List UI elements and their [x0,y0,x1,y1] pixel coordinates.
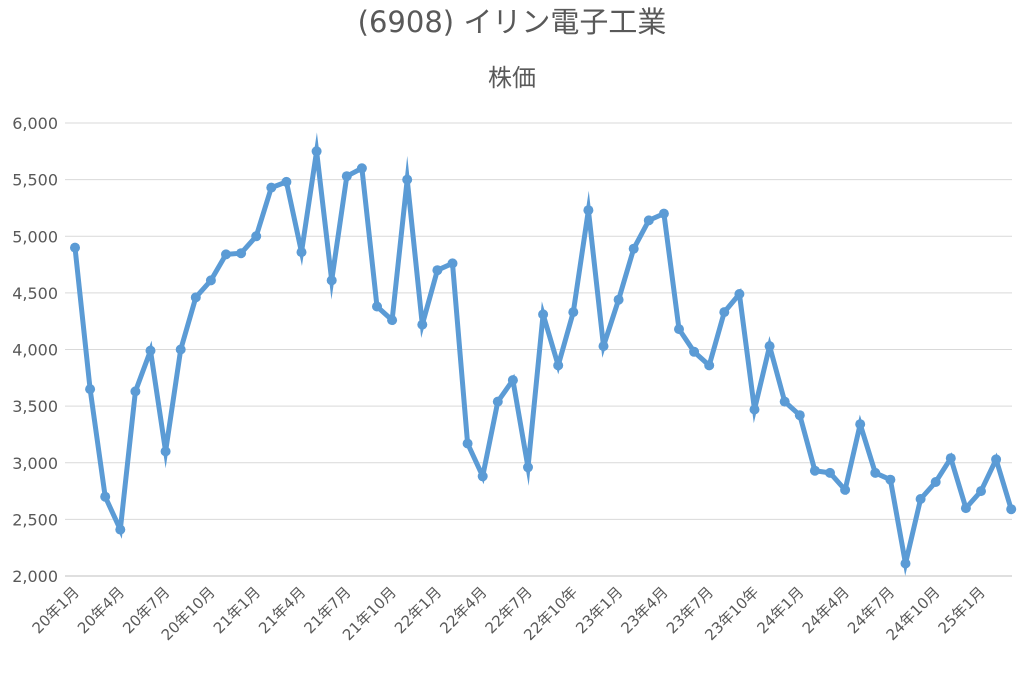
data-point [976,486,986,497]
data-point [281,176,292,187]
y-tick-label: 5,000 [12,227,58,246]
y-tick-label: 2,000 [12,567,58,586]
x-axis-tick-labels: 20年1月20年4月20年7月20年10月21年1月21年4月21年7月21年1… [29,583,989,644]
price-line [72,132,1014,576]
data-point [221,249,231,260]
data-point [779,396,790,407]
x-tick-label: 23年1月 [572,583,626,637]
chart-subtitle: 株価 [488,64,536,92]
data-point [583,205,594,216]
data-point [568,307,579,318]
x-tick-label: 25年1月 [935,583,989,637]
gridlines [65,122,1012,520]
data-point [915,494,926,504]
data-point [643,215,654,226]
data-point [598,341,609,352]
data-point [462,438,473,449]
data-point [372,301,382,312]
data-point [251,231,262,242]
y-tick-label: 4,500 [12,284,58,303]
data-point [930,477,941,487]
data-point [825,467,835,478]
data-point [447,258,458,269]
data-point [870,467,881,478]
data-point [523,462,533,473]
x-tick-label: 23年4月 [618,583,672,637]
data-point [764,341,775,352]
data-point [658,208,669,219]
data-point [296,247,307,258]
data-point [1006,504,1017,515]
x-tick-label: 24年4月 [799,583,853,637]
chart-title: (6908) イリン電子工業 [358,5,667,39]
data-point [100,491,111,502]
y-tick-label: 5,500 [12,171,58,190]
data-point [190,292,201,303]
data-point [266,182,277,193]
data-point [311,146,322,157]
y-tick-label: 4,000 [12,341,58,360]
x-tick-label: 21年4月 [255,583,309,637]
data-point [704,360,715,371]
data-point [432,265,443,276]
data-point [160,446,171,457]
data-point [960,503,971,514]
data-point [613,294,624,305]
x-tick-label: 21年1月 [210,583,264,637]
data-point [130,386,141,397]
data-point [205,275,216,286]
data-point [855,419,866,430]
data-point [507,375,518,386]
data-point [809,465,820,476]
x-tick-label: 20年1月 [29,583,83,637]
data-point [538,309,549,320]
y-tick-label: 2,500 [12,510,58,529]
data-point [341,171,352,182]
data-point [794,410,805,421]
data-point [689,346,700,357]
data-point [115,524,126,535]
data-point [749,404,760,415]
data-point [417,319,428,330]
data-point [628,243,639,254]
data-point [477,471,488,482]
x-tick-label: 20年4月 [74,583,128,637]
data-point [900,558,911,569]
data-point [492,396,503,407]
data-point [991,454,1002,465]
x-tick-label: 22年4月 [436,583,490,637]
y-tick-label: 3,500 [12,397,58,416]
y-tick-label: 3,000 [12,454,58,473]
data-point [387,315,398,326]
x-tick-label: 22年1月 [391,583,445,637]
data-point [885,474,896,485]
data-point [70,242,80,253]
data-point [734,289,745,299]
data-point [85,384,96,395]
data-point [945,453,956,464]
x-tick-label: 24年1月 [753,583,807,637]
data-point [326,275,337,286]
data-point [236,248,247,259]
data-point [402,174,413,185]
data-point [674,324,684,335]
data-point [175,344,186,355]
data-point [840,484,851,495]
data-point [145,345,156,356]
price-series [70,132,1017,576]
data-point [356,163,367,174]
data-point [719,307,730,318]
y-axis-tick-labels: 2,000 2,500 3,000 3,500 4,000 4,500 5,000 5,500… [12,114,58,586]
data-point [553,360,564,371]
y-tick-label: 6,000 [12,114,58,133]
